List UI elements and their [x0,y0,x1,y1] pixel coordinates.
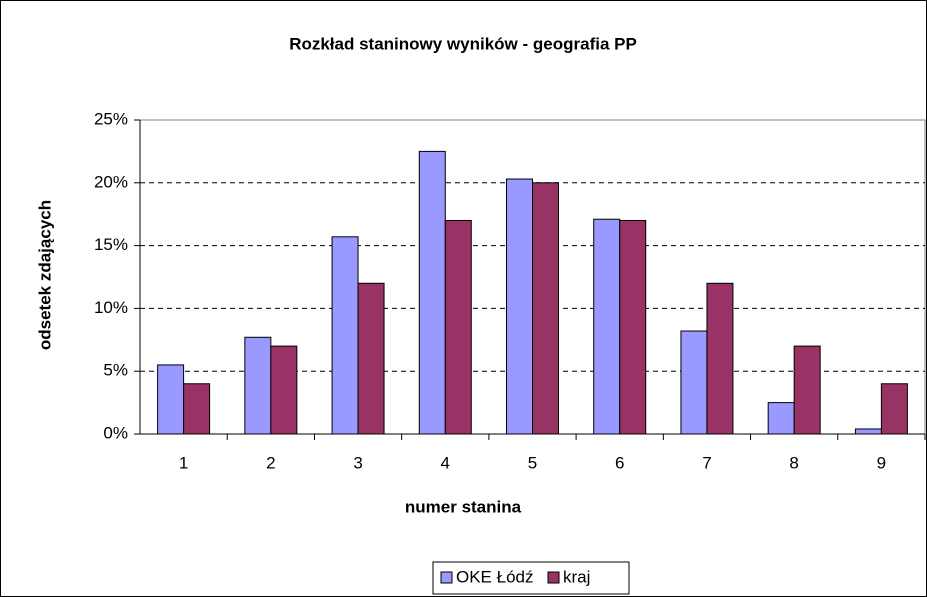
bar [854,428,882,435]
y-tick-label: 5% [103,361,128,380]
x-axis-label: numer stanina [405,497,522,516]
bar [880,383,908,435]
x-tick-label: 7 [702,453,711,472]
bar [680,330,708,435]
bar [331,236,359,435]
bar [619,219,647,435]
bar [593,218,621,435]
y-tick-label: 10% [94,298,128,317]
bar [157,364,185,435]
y-tick-label: 15% [94,235,128,254]
legend-label: kraj [563,567,590,586]
bar [706,282,734,435]
y-tick-label: 25% [94,109,128,128]
bar [767,402,795,435]
bar [183,383,211,435]
x-tick-label: 1 [179,453,188,472]
bar [357,282,385,435]
bar [244,336,272,435]
bar [532,182,559,435]
x-tick-label: 6 [615,453,624,472]
x-tick-label: 4 [441,453,450,472]
x-tick-label: 3 [353,453,362,472]
x-tick-label: 8 [789,453,798,472]
bar [793,345,821,435]
legend-swatch [547,571,560,584]
bar [444,219,472,435]
legend [432,561,630,595]
bar [270,345,298,435]
legend-label: OKE Łódź [456,567,534,586]
y-tick-label: 0% [103,423,128,442]
y-tick-label: 20% [94,172,128,191]
x-tick-label: 9 [877,453,886,472]
y-axis-label: odsetek zdających [35,200,54,350]
bar [506,178,533,435]
x-tick-label: 2 [266,453,275,472]
bar [418,150,446,435]
chart-title: Rozkład staninowy wyników - geografia PP [289,34,637,53]
x-tick-label: 5 [528,453,537,472]
legend-swatch [440,571,453,584]
